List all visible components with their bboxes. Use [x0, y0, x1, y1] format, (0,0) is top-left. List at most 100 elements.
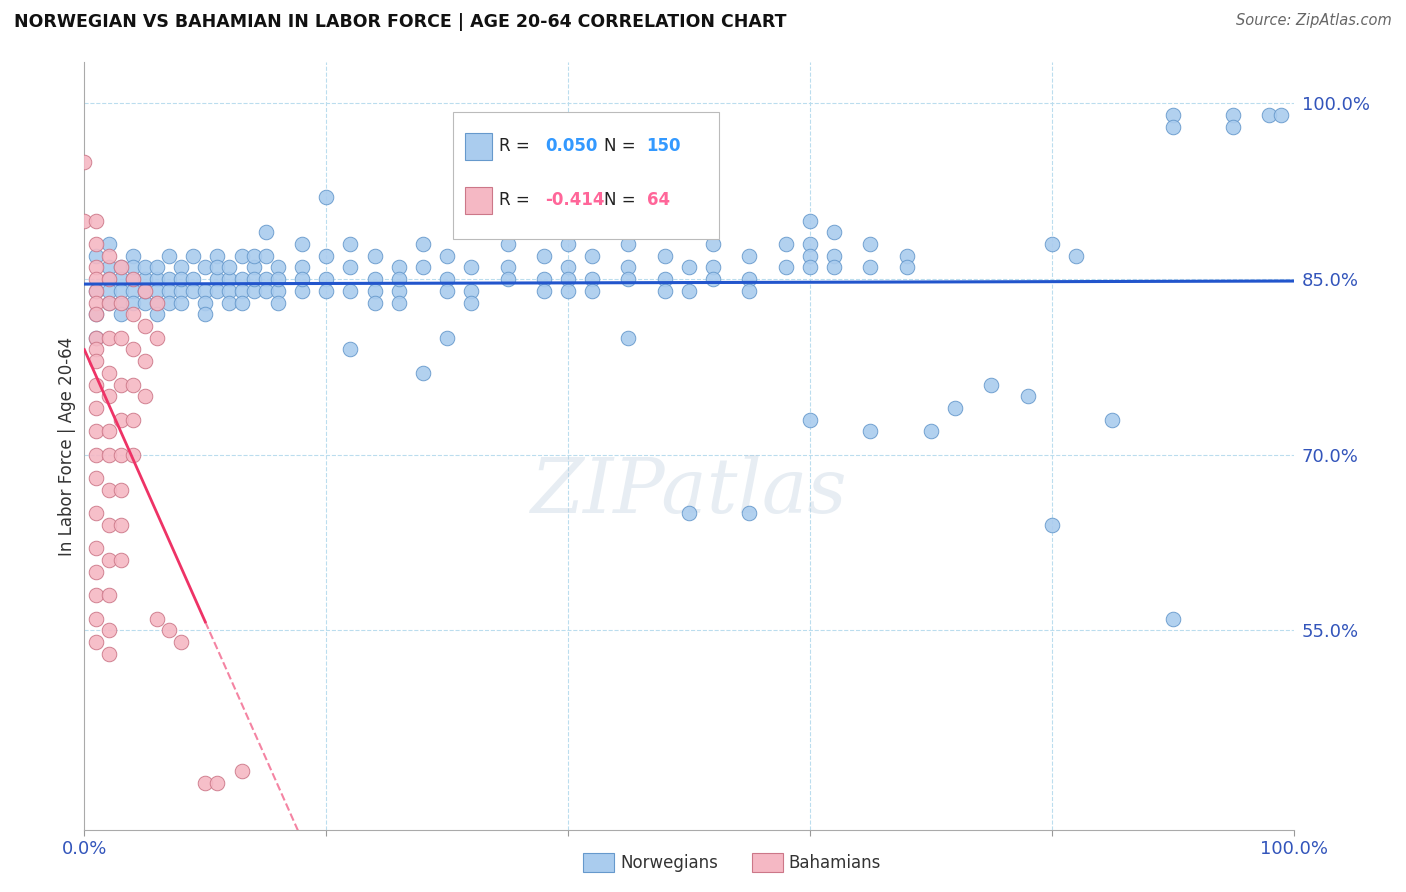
Point [859, 260, 882, 275]
Point [1161, 108, 1184, 122]
Point [97, 448, 120, 462]
Point [1040, 518, 1063, 533]
Point [581, 272, 603, 286]
Point [194, 307, 217, 321]
Point [678, 506, 700, 520]
Point [496, 260, 519, 275]
Point [702, 272, 724, 286]
Point [218, 284, 240, 298]
Point [799, 412, 821, 426]
Point [207, 260, 229, 275]
Point [496, 272, 519, 286]
Bar [465, 133, 492, 160]
Text: Source: ZipAtlas.com: Source: ZipAtlas.com [1236, 13, 1392, 29]
Point [86, 612, 108, 626]
Text: ZIPatlas: ZIPatlas [530, 455, 848, 529]
Point [86, 249, 108, 263]
Point [363, 284, 385, 298]
Point [110, 295, 132, 310]
Point [121, 249, 143, 263]
Point [157, 624, 180, 638]
Point [496, 213, 519, 227]
Point [157, 272, 180, 286]
Point [315, 272, 337, 286]
Point [134, 354, 156, 368]
Point [267, 260, 290, 275]
Point [581, 284, 603, 298]
Point [146, 295, 169, 310]
Point [110, 260, 132, 275]
Point [920, 425, 942, 439]
Point [97, 518, 120, 533]
Point [654, 284, 676, 298]
Point [134, 272, 156, 286]
Point [86, 284, 108, 298]
Point [97, 624, 120, 638]
Point [194, 284, 217, 298]
Point [97, 331, 120, 345]
Point [557, 272, 579, 286]
Point [496, 237, 519, 252]
Point [146, 284, 169, 298]
Point [1222, 120, 1244, 134]
Point [799, 237, 821, 252]
Point [412, 237, 434, 252]
Point [97, 295, 120, 310]
Point [86, 377, 108, 392]
Point [97, 284, 120, 298]
Point [1270, 108, 1292, 122]
Point [134, 295, 156, 310]
Point [110, 284, 132, 298]
Point [896, 249, 918, 263]
Text: -0.414: -0.414 [546, 191, 605, 209]
Point [460, 260, 482, 275]
Text: Bahamians: Bahamians [789, 854, 882, 871]
Point [678, 260, 700, 275]
Point [315, 249, 337, 263]
Point [170, 260, 193, 275]
Point [218, 295, 240, 310]
Point [86, 635, 108, 649]
Point [218, 272, 240, 286]
Point [823, 260, 845, 275]
Point [231, 284, 253, 298]
Text: N =: N = [605, 137, 641, 155]
Point [460, 295, 482, 310]
Point [86, 588, 108, 602]
Point [738, 506, 761, 520]
Point [460, 284, 482, 298]
Point [775, 260, 797, 275]
Point [533, 249, 555, 263]
Point [207, 272, 229, 286]
Point [557, 237, 579, 252]
Point [121, 377, 143, 392]
Point [170, 272, 193, 286]
Point [181, 284, 204, 298]
Point [823, 225, 845, 239]
Point [207, 249, 229, 263]
Point [1222, 108, 1244, 122]
Text: 64: 64 [647, 191, 669, 209]
Point [242, 249, 264, 263]
Point [617, 272, 640, 286]
Point [388, 272, 411, 286]
Point [654, 272, 676, 286]
Point [231, 764, 253, 778]
Point [859, 425, 882, 439]
Point [799, 213, 821, 227]
Point [1040, 237, 1063, 252]
Point [291, 272, 314, 286]
Point [412, 260, 434, 275]
Text: R =: R = [499, 191, 536, 209]
Point [799, 249, 821, 263]
Point [121, 272, 143, 286]
Point [533, 284, 555, 298]
Point [97, 588, 120, 602]
Point [86, 260, 108, 275]
Point [86, 331, 108, 345]
Point [896, 260, 918, 275]
Point [738, 284, 761, 298]
Point [242, 272, 264, 286]
Point [339, 343, 361, 357]
Point [134, 389, 156, 403]
